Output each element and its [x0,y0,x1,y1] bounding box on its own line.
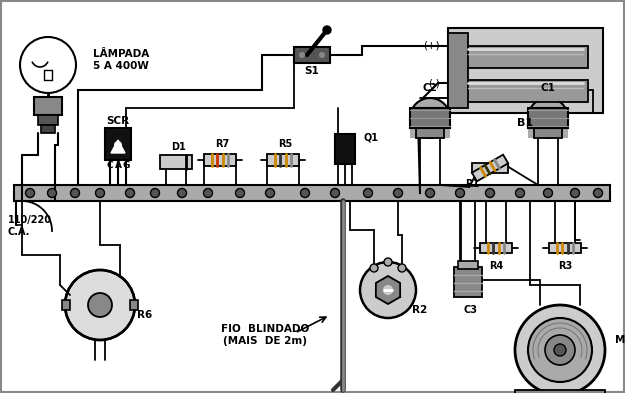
Text: C: C [107,162,113,171]
Circle shape [528,318,592,382]
Circle shape [26,189,34,198]
Bar [448,33,468,108]
Circle shape [384,258,392,266]
Bar [267,154,299,166]
Text: R5: R5 [278,139,292,149]
Text: 110/220
C.A.: 110/220 C.A. [8,215,52,237]
Circle shape [545,335,575,365]
Text: B1: B1 [518,118,534,128]
Bar [416,128,444,138]
Bar [448,28,603,113]
Bar [472,163,508,173]
Circle shape [177,189,186,198]
Circle shape [71,189,79,198]
Circle shape [398,264,406,272]
Circle shape [319,52,325,58]
Text: (-): (-) [428,78,440,88]
Bar [528,118,568,138]
Polygon shape [111,140,125,153]
Text: LÂMPADA
5 A 400W: LÂMPADA 5 A 400W [93,49,149,71]
Text: Q1: Q1 [363,132,378,142]
Circle shape [331,189,339,198]
Circle shape [426,189,434,198]
Text: G: G [122,162,130,171]
Text: C2: C2 [422,83,437,93]
Circle shape [456,189,464,198]
Circle shape [594,189,602,198]
Circle shape [528,98,568,138]
Bar [62,300,70,310]
Text: R4: R4 [489,261,503,271]
Text: MICROFONE: MICROFONE [615,335,625,345]
Bar [534,128,562,138]
Bar [515,390,605,393]
Bar [34,97,62,115]
Text: C1: C1 [541,83,556,93]
Bar [38,115,58,125]
Text: R7: R7 [215,139,229,149]
Bar [463,80,588,102]
Bar [549,243,581,253]
Text: SCR: SCR [106,116,129,126]
Bar [14,185,610,201]
Bar [528,108,568,128]
Bar [410,108,450,128]
Bar [105,128,131,160]
Text: FIO  BLINDADO
(MAIS  DE 2m): FIO BLINDADO (MAIS DE 2m) [221,324,309,346]
Text: C3: C3 [463,305,477,315]
Text: S1: S1 [304,66,319,76]
Circle shape [48,189,56,198]
Bar [480,243,512,253]
Bar [41,125,55,133]
Circle shape [383,285,393,295]
Circle shape [410,98,450,138]
Circle shape [301,189,309,198]
Circle shape [96,189,104,198]
Circle shape [544,189,552,198]
Text: (+): (+) [423,41,440,51]
Circle shape [65,270,135,340]
Circle shape [554,344,566,356]
Bar [458,261,478,269]
Circle shape [515,305,605,393]
Circle shape [370,264,378,272]
Circle shape [114,141,122,149]
Circle shape [360,262,416,318]
Bar [294,47,330,63]
Text: D1: D1 [171,142,186,152]
Circle shape [266,189,274,198]
Bar [463,46,588,68]
Circle shape [571,189,579,198]
Text: A: A [114,162,121,171]
Circle shape [486,189,494,198]
Circle shape [299,52,305,58]
Circle shape [394,189,402,198]
Text: R6: R6 [138,310,152,320]
Circle shape [236,189,244,198]
Text: R1: R1 [465,179,479,189]
Circle shape [151,189,159,198]
Circle shape [323,26,331,34]
Bar [204,154,236,166]
Circle shape [364,189,372,198]
Bar [160,155,192,169]
Circle shape [516,189,524,198]
Text: R3: R3 [558,261,572,271]
Text: R2: R2 [412,305,428,315]
Bar [472,155,508,181]
Polygon shape [376,276,400,304]
Bar [335,134,355,164]
Bar [14,185,610,201]
Circle shape [88,293,112,317]
Bar [454,267,482,297]
Bar [410,118,450,138]
Circle shape [204,189,212,198]
Circle shape [126,189,134,198]
Bar [130,300,138,310]
